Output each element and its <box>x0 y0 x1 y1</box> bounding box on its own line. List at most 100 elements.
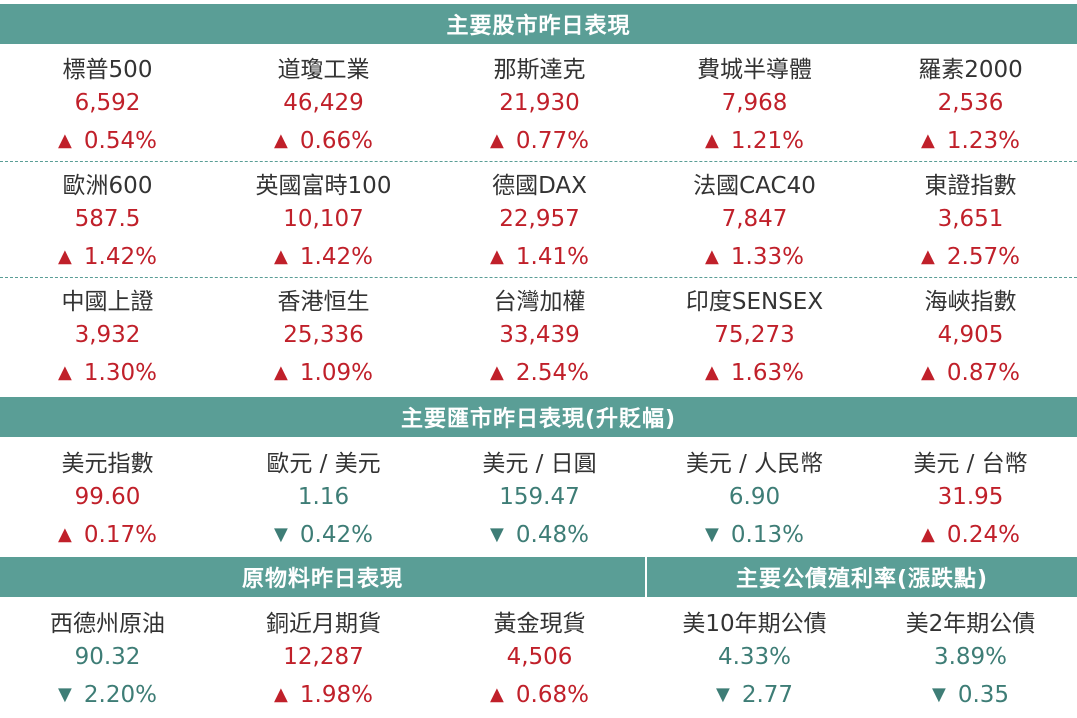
quote-name: 那斯達克 <box>493 57 586 83</box>
up-arrow-icon: ▲ <box>274 684 288 705</box>
quote-cell: 費城半導體 7,968 ▲ 1.21% <box>647 46 862 162</box>
quote-name: 歐元 / 美元 <box>266 451 381 477</box>
quote-change: ▲ 0.68% <box>432 682 647 708</box>
bonds-section-title: 主要公債殖利率(漲跌點) <box>647 557 1077 597</box>
up-arrow-icon: ▲ <box>921 524 935 545</box>
down-arrow-icon: ▼ <box>705 524 719 545</box>
quote-change: ▲ 0.17% <box>0 522 215 548</box>
quote-change: ▲ 2.54% <box>432 360 647 386</box>
quote-change-value: 1.41% <box>515 244 589 270</box>
quote-change: ▲ 1.33% <box>647 244 862 270</box>
quote-name: 香港恒生 <box>277 289 370 315</box>
quote-cell: 美10年期公債 4.33% ▼ 2.77 <box>647 600 862 716</box>
quote-change: ▼ 2.77 <box>647 682 862 708</box>
quote-change-value: 0.42% <box>299 522 373 548</box>
up-arrow-icon: ▲ <box>490 130 504 151</box>
row-divider <box>0 277 1077 278</box>
quote-name: 美元 / 日圓 <box>482 451 597 477</box>
quote-value: 90.32 <box>74 644 141 670</box>
quote-change: ▲ 1.09% <box>216 360 431 386</box>
quote-value: 159.47 <box>499 484 580 510</box>
quote-change-value: 1.63% <box>730 360 804 386</box>
quote-cell: 歐元 / 美元 1.16 ▼ 0.42% <box>216 440 431 556</box>
up-arrow-icon: ▲ <box>58 524 72 545</box>
up-arrow-icon: ▲ <box>705 246 719 267</box>
quote-value: 46,429 <box>283 90 364 116</box>
down-arrow-icon: ▼ <box>58 684 72 705</box>
quote-name: 美元 / 人民幣 <box>685 451 824 477</box>
quote-change-value: 2.77 <box>741 682 794 708</box>
quote-cell: 美元 / 台幣 31.95 ▲ 0.24% <box>863 440 1077 556</box>
quote-name: 美元 / 台幣 <box>913 451 1028 477</box>
quote-cell: 美2年期公債 3.89% ▼ 0.35 <box>863 600 1077 716</box>
quote-change: ▲ 2.57% <box>863 244 1077 270</box>
quote-cell: 海峽指數 4,905 ▲ 0.87% <box>863 278 1077 394</box>
up-arrow-icon: ▲ <box>490 684 504 705</box>
quote-change-value: 1.23% <box>946 128 1020 154</box>
quote-name: 中國上證 <box>61 289 154 315</box>
quote-change-value: 1.30% <box>83 360 157 386</box>
up-arrow-icon: ▲ <box>705 130 719 151</box>
up-arrow-icon: ▲ <box>58 130 72 151</box>
quote-name: 印度SENSEX <box>685 289 824 315</box>
quote-change-value: 2.57% <box>946 244 1020 270</box>
quote-change: ▲ 0.54% <box>0 128 215 154</box>
quote-name: 費城半導體 <box>697 57 812 83</box>
quote-change-value: 0.54% <box>83 128 157 154</box>
quote-cell: 英國富時100 10,107 ▲ 1.42% <box>216 162 431 278</box>
quote-change: ▲ 0.87% <box>863 360 1077 386</box>
quote-value: 22,957 <box>499 206 580 232</box>
quote-cell: 中國上證 3,932 ▲ 1.30% <box>0 278 215 394</box>
quote-name: 銅近月期貨 <box>266 611 381 637</box>
quote-value: 1.16 <box>297 484 350 510</box>
quote-name: 英國富時100 <box>255 173 392 199</box>
fx-section-title: 主要匯市昨日表現(升貶幅) <box>0 397 1077 437</box>
quote-change-value: 0.66% <box>299 128 373 154</box>
quote-cell: 銅近月期貨 12,287 ▲ 1.98% <box>216 600 431 716</box>
quote-name: 海峽指數 <box>924 289 1017 315</box>
stocks-section-title: 主要股市昨日表現 <box>0 4 1077 44</box>
quote-cell: 美元 / 日圓 159.47 ▼ 0.48% <box>432 440 647 556</box>
quote-cell: 美元 / 人民幣 6.90 ▼ 0.13% <box>647 440 862 556</box>
quote-change: ▲ 1.42% <box>216 244 431 270</box>
up-arrow-icon: ▲ <box>490 246 504 267</box>
quote-value: 31.95 <box>937 484 1004 510</box>
quote-change: ▲ 0.66% <box>216 128 431 154</box>
quote-value: 21,930 <box>499 90 580 116</box>
quote-value: 3,651 <box>937 206 1004 232</box>
quote-change: ▲ 1.42% <box>0 244 215 270</box>
quote-change: ▲ 0.24% <box>863 522 1077 548</box>
quote-change-value: 1.09% <box>299 360 373 386</box>
quote-change-value: 0.48% <box>515 522 589 548</box>
quote-value: 4.33% <box>717 644 792 670</box>
quote-change: ▼ 0.13% <box>647 522 862 548</box>
up-arrow-icon: ▲ <box>274 362 288 383</box>
quote-value: 3.89% <box>933 644 1008 670</box>
quote-change: ▼ 0.35 <box>863 682 1077 708</box>
quote-name: 台灣加權 <box>493 289 586 315</box>
quote-value: 4,506 <box>506 644 573 670</box>
quote-cell: 道瓊工業 46,429 ▲ 0.66% <box>216 46 431 162</box>
quote-cell: 黃金現貨 4,506 ▲ 0.68% <box>432 600 647 716</box>
quote-change-value: 0.13% <box>730 522 804 548</box>
down-arrow-icon: ▼ <box>274 524 288 545</box>
down-arrow-icon: ▼ <box>490 524 504 545</box>
quote-change-value: 0.35 <box>957 682 1010 708</box>
quote-change-value: 1.98% <box>299 682 373 708</box>
quote-value: 4,905 <box>937 322 1004 348</box>
quote-change-value: 2.20% <box>83 682 157 708</box>
quote-cell: 美元指數 99.60 ▲ 0.17% <box>0 440 215 556</box>
quote-cell: 東證指數 3,651 ▲ 2.57% <box>863 162 1077 278</box>
quote-cell: 德國DAX 22,957 ▲ 1.41% <box>432 162 647 278</box>
quote-cell: 羅素2000 2,536 ▲ 1.23% <box>863 46 1077 162</box>
quote-value: 587.5 <box>74 206 141 232</box>
up-arrow-icon: ▲ <box>705 362 719 383</box>
quote-value: 25,336 <box>283 322 364 348</box>
quote-change-value: 0.24% <box>946 522 1020 548</box>
quote-value: 6,592 <box>74 90 141 116</box>
quote-cell: 香港恒生 25,336 ▲ 1.09% <box>216 278 431 394</box>
quote-value: 75,273 <box>714 322 795 348</box>
quote-value: 6.90 <box>728 484 781 510</box>
quote-cell: 法國CAC40 7,847 ▲ 1.33% <box>647 162 862 278</box>
quote-change: ▼ 0.42% <box>216 522 431 548</box>
